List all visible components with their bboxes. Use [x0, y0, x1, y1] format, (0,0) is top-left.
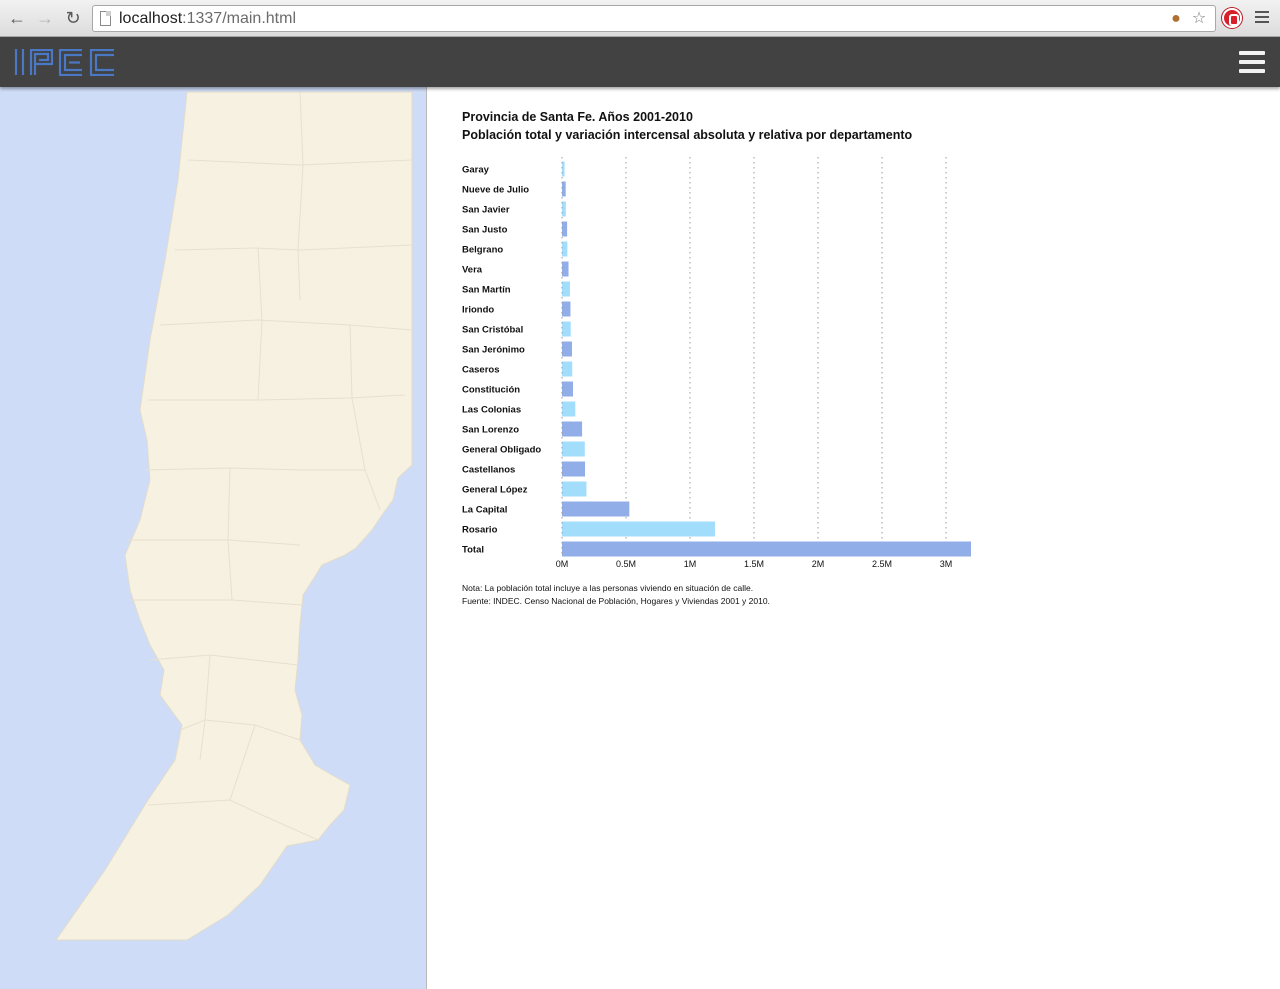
- map-panel[interactable]: [0, 87, 427, 989]
- santa-fe-map[interactable]: [0, 87, 427, 989]
- row-label: Caseros: [462, 365, 500, 376]
- bar: [562, 241, 568, 257]
- bar: [562, 181, 566, 197]
- url-host: localhost: [119, 10, 183, 27]
- bar: [562, 441, 585, 457]
- reload-icon[interactable]: ↻: [65, 8, 81, 28]
- bar: [562, 421, 583, 437]
- chart-title: Provincia de Santa Fe. Años 2001-2010: [462, 110, 693, 124]
- ipec-logo-icon: [14, 48, 114, 77]
- bar: [562, 201, 566, 217]
- department-borders: [128, 91, 413, 841]
- bar: [562, 401, 576, 417]
- row-label: San Justo: [462, 225, 508, 236]
- back-arrow-icon[interactable]: ←: [8, 8, 26, 28]
- province-shape: [55, 91, 413, 941]
- page-icon: [100, 11, 111, 26]
- bar: [562, 221, 568, 237]
- row-label: San Jerónimo: [462, 345, 525, 356]
- x-tick-label: 0.5M: [616, 559, 636, 569]
- bar: [562, 161, 565, 177]
- browser-toolbar: ← → ↻ localhost:1337/main.html ● ☆: [0, 0, 1280, 37]
- bar: [562, 321, 571, 337]
- menu-icon[interactable]: [1239, 51, 1265, 73]
- row-label: General López: [462, 485, 528, 496]
- bar: [562, 481, 587, 497]
- cookie-blocked-icon[interactable]: ●: [1171, 10, 1181, 27]
- x-tick-label: 1.5M: [744, 559, 764, 569]
- row-label: San Martín: [462, 285, 511, 296]
- row-label: Iriondo: [462, 305, 494, 316]
- bar: [562, 381, 574, 397]
- bar-chart: 0M 0.5M 1M 1.5M 2M 2.5M 3M Garay Nueve de Julio S…: [462, 157, 971, 569]
- row-label: Castellanos: [462, 465, 515, 476]
- row-label: San Lorenzo: [462, 425, 519, 436]
- extension-icon[interactable]: [1222, 8, 1242, 28]
- chart-source: Fuente: INDEC. Censo Nacional de Poblaci…: [462, 596, 770, 606]
- url-path: :1337/main.html: [182, 10, 296, 27]
- bookmark-star-icon[interactable]: ☆: [1191, 10, 1207, 27]
- x-tick-label: 3M: [940, 559, 953, 569]
- row-label: Belgrano: [462, 245, 503, 256]
- row-label: General Obligado: [462, 445, 541, 456]
- address-bar[interactable]: localhost:1337/main.html ● ☆: [92, 5, 1216, 32]
- row-label: Garay: [462, 165, 490, 176]
- bar: [562, 261, 569, 277]
- row-label: San Javier: [462, 205, 510, 216]
- chart-panel: Provincia de Santa Fe. Años 2001-2010 Po…: [428, 87, 1280, 989]
- row-label: Las Colonias: [462, 405, 521, 416]
- x-tick-label: 1M: [684, 559, 697, 569]
- forward-arrow-icon[interactable]: →: [36, 8, 54, 28]
- row-label: San Cristóbal: [462, 325, 523, 336]
- row-label: Rosario: [462, 525, 498, 536]
- url-text[interactable]: localhost:1337/main.html: [119, 10, 296, 28]
- chart-subtitle: Población total y variación intercensal …: [462, 128, 913, 142]
- row-label: Nueve de Julio: [462, 185, 529, 196]
- row-label: Total: [462, 545, 484, 556]
- browser-menu-icon[interactable]: [1255, 11, 1269, 25]
- bar: [562, 541, 971, 557]
- bar: [562, 341, 572, 357]
- chart-note: Nota: La población total incluye a las p…: [462, 583, 754, 593]
- bar: [562, 361, 573, 377]
- x-tick-label: 2M: [812, 559, 825, 569]
- row-label: Vera: [462, 265, 483, 276]
- bar: [562, 501, 630, 517]
- bar: [562, 521, 715, 537]
- bar: [562, 301, 571, 317]
- bar: [562, 461, 586, 477]
- ipec-logo[interactable]: [14, 48, 116, 81]
- bar: [562, 281, 570, 297]
- row-label: Constitución: [462, 385, 520, 396]
- row-label: La Capital: [462, 505, 507, 516]
- app-header: [0, 37, 1280, 87]
- x-tick-label: 0M: [556, 559, 569, 569]
- x-tick-label: 2.5M: [872, 559, 892, 569]
